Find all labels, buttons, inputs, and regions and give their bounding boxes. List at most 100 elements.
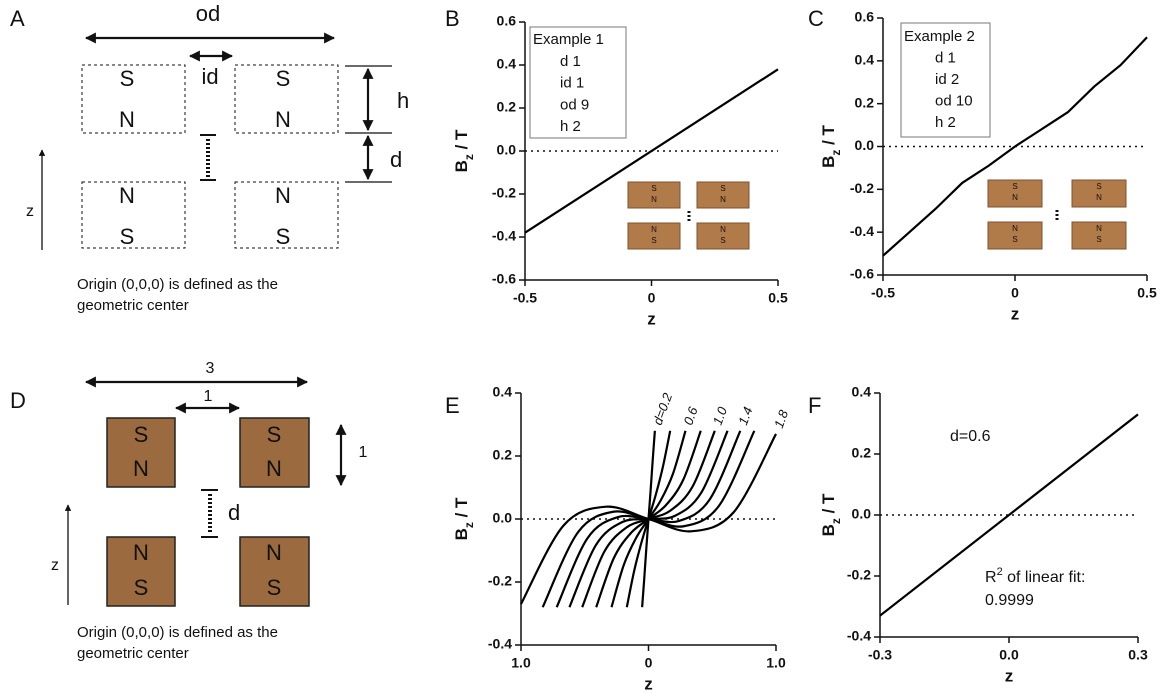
y-axis-label-part: B — [452, 160, 471, 172]
inset-pole: S — [651, 236, 656, 245]
y-tick-label: 0.0 — [493, 510, 513, 526]
y-axis-label-part: / T — [819, 124, 838, 149]
y-tick-label: 0.0 — [497, 142, 517, 158]
pole: S — [267, 575, 282, 600]
annotation-line: d 1 — [560, 53, 581, 70]
pole: S — [134, 422, 149, 447]
y-tick-label: -0.2 — [850, 180, 874, 196]
y-tick-label: 0.0 — [855, 137, 875, 153]
curve-label: 0.6 — [680, 404, 701, 427]
x-tick-label: 0.5 — [768, 290, 788, 306]
chart-panel: -0.4-0.20.00.20.4-0.30.00.3zBz / Td=0.6R… — [819, 384, 1147, 686]
annotation: R2 of linear fit: — [985, 566, 1085, 586]
y-axis-label: Bz / T — [819, 493, 843, 536]
y-axis-label-part: B — [452, 528, 471, 540]
x-tick-label: 0.5 — [1137, 285, 1157, 301]
y-tick-label: 0.2 — [855, 94, 875, 110]
y-tick-label: 0.2 — [493, 447, 513, 463]
pole: S — [134, 575, 149, 600]
curve-label: 1.8 — [771, 407, 792, 430]
annotation-part: of linear fit: — [1003, 569, 1086, 586]
h-label: h — [397, 88, 409, 113]
inset-pole: S — [1012, 235, 1017, 244]
curve-label: 1.4 — [735, 405, 755, 427]
x-axis-label: z — [1005, 666, 1014, 685]
x-tick-label: -0.3 — [868, 647, 892, 663]
y-tick-label: -0.6 — [850, 266, 874, 282]
pole: N — [119, 183, 135, 208]
inset-pole: N — [1012, 224, 1018, 233]
curve-label: d=0.2 — [650, 390, 676, 427]
panel-label: F — [808, 393, 821, 418]
d-label: d — [390, 147, 402, 172]
y-tick-label: 0.4 — [852, 384, 872, 400]
caption: geometric center — [77, 297, 189, 314]
pole: N — [266, 540, 282, 565]
inset-pole: N — [1096, 193, 1102, 202]
x-axis-label: z — [644, 674, 653, 693]
inset-pole: N — [720, 225, 726, 234]
annotation-line: id 2 — [935, 71, 959, 88]
annotation-line: h 2 — [560, 118, 581, 135]
panel-label: B — [445, 6, 460, 31]
pole: N — [133, 456, 149, 481]
y-tick-label: -0.2 — [492, 185, 516, 201]
inner-label: 1 — [204, 388, 213, 405]
y-tick-label: 0.0 — [852, 506, 872, 522]
x-tick-label: 1.0 — [511, 655, 531, 671]
y-axis-label: Bz / T — [452, 497, 476, 540]
x-tick-label: 0 — [648, 290, 656, 306]
x-axis-label: z — [1011, 304, 1020, 323]
annotation-line: od 10 — [935, 92, 973, 109]
page: {"panel_labels": ["A", "B", "C", "D", "E… — [0, 0, 1166, 693]
inset-pole: N — [651, 195, 657, 204]
y-axis-label-part: / T — [452, 129, 471, 154]
inset-pole: S — [720, 184, 725, 193]
x-tick-label: 0 — [645, 655, 653, 671]
x-axis-label: z — [647, 309, 656, 328]
panel-label: A — [10, 6, 25, 31]
annotation-line: id 1 — [560, 75, 584, 92]
pole: N — [119, 107, 135, 132]
y-tick-label: 0.6 — [855, 9, 875, 25]
annotation: d=0.6 — [950, 428, 991, 445]
x-tick-label: 0.3 — [1128, 647, 1148, 663]
id-label: id — [201, 64, 218, 89]
pole: N — [266, 456, 282, 481]
pole: S — [120, 66, 135, 91]
z-label: z — [51, 557, 59, 574]
od-label: od — [196, 1, 220, 26]
y-tick-label: -0.4 — [850, 223, 874, 239]
pole: S — [276, 224, 291, 249]
pole: S — [267, 422, 282, 447]
y-tick-label: -0.4 — [488, 636, 512, 652]
annotation-line: d 1 — [935, 49, 956, 66]
panel-label: E — [445, 393, 460, 418]
x-tick-label: 0 — [1011, 285, 1019, 301]
y-tick-label: 0.4 — [855, 52, 875, 68]
inset-pole: N — [651, 225, 657, 234]
panel-label: C — [808, 6, 824, 31]
pole: S — [276, 66, 291, 91]
inset-pole: S — [1096, 182, 1101, 191]
figure: A B C D E F od id S N S N N S N S h — [0, 0, 1166, 693]
y-tick-label: -0.2 — [488, 573, 512, 589]
inset-pole: S — [1096, 235, 1101, 244]
annotation-line: od 9 — [560, 96, 589, 113]
annotation-line: Example 2 — [904, 28, 975, 45]
caption: Origin (0,0,0) is defined as the — [77, 276, 278, 293]
y-tick-label: 0.4 — [493, 384, 513, 400]
caption: geometric center — [77, 645, 189, 662]
caption: Origin (0,0,0) is defined as the — [77, 624, 278, 641]
curve-label: 1.0 — [710, 404, 731, 427]
inset-pole: S — [1012, 182, 1017, 191]
diagram-d: 3 1 S N S N N S N S 1 d z Origin (0,0,0)… — [51, 360, 368, 662]
y-axis-label-part: B — [819, 156, 838, 168]
d-label: d — [228, 500, 240, 525]
x-tick-label: -0.5 — [513, 290, 537, 306]
annotation-line: h 2 — [935, 114, 956, 131]
y-axis-label: Bz / T — [819, 124, 843, 167]
